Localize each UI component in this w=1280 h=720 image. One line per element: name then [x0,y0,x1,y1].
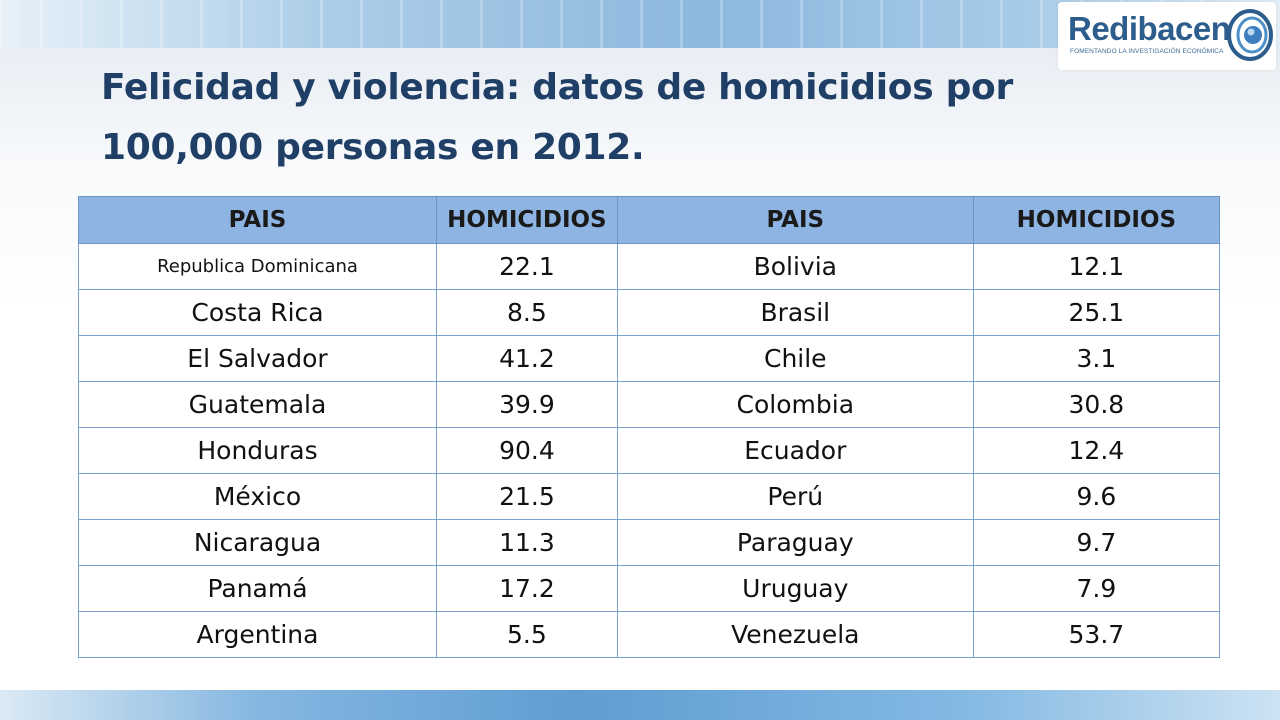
country-cell: Ecuador [616,427,974,474]
header-pais: PAIS [616,196,974,244]
table-row: Panamá 17.2 Uruguay 7.9 [78,565,1221,612]
homicides-cell: 9.7 [972,519,1221,566]
page-title: Felicidad y violencia: datos de homicidi… [101,67,1013,168]
homicides-cell: 12.1 [972,243,1221,290]
header-pais: PAIS [78,196,437,244]
homicides-cell: 3.1 [972,335,1221,382]
homicides-cell: 53.7 [972,611,1221,658]
country-cell: Chile [616,335,974,382]
table-row: Republica Dominicana 22.1 Bolivia 12.1 [78,243,1221,290]
table-row: El Salvador 41.2 Chile 3.1 [78,335,1221,382]
country-cell: Venezuela [616,611,974,658]
table-header-row: PAIS HOMICIDIOS PAIS HOMICIDIOS [78,196,1221,244]
homicides-cell: 90.4 [436,427,618,474]
homicides-cell: 22.1 [436,243,618,290]
country-cell: México [78,473,437,520]
country-cell: Colombia [616,381,974,428]
country-cell: Uruguay [616,565,974,612]
homicides-cell: 8.5 [436,289,618,336]
country-cell: Costa Rica [78,289,437,336]
redibacen-logo: Redibacen FOMENTANDO LA INVESTIGACIÓN EC… [1058,2,1276,70]
country-cell: Argentina [78,611,437,658]
homicides-cell: 11.3 [436,519,618,566]
country-cell: Brasil [616,289,974,336]
table-row: Nicaragua 11.3 Paraguay 9.7 [78,519,1221,566]
homicides-cell: 5.5 [436,611,618,658]
country-cell: Paraguay [616,519,974,566]
country-cell: Republica Dominicana [78,243,437,290]
homicides-cell: 39.9 [436,381,618,428]
homicides-cell: 7.9 [972,565,1221,612]
country-cell: Panamá [78,565,437,612]
homicides-cell: 12.4 [972,427,1221,474]
homicides-cell: 41.2 [436,335,618,382]
table-row: Honduras 90.4 Ecuador 12.4 [78,427,1221,474]
country-cell: Honduras [78,427,437,474]
bottom-decorative-band [0,690,1280,720]
country-cell: Nicaragua [78,519,437,566]
homicides-cell: 25.1 [972,289,1221,336]
table-row: Costa Rica 8.5 Brasil 25.1 [78,289,1221,336]
globe-logo-icon [1227,9,1273,61]
homicides-cell: 30.8 [972,381,1221,428]
logo-name: Redibacen [1068,10,1231,47]
homicides-table: PAIS HOMICIDIOS PAIS HOMICIDIOS Republic… [78,196,1221,658]
homicides-cell: 17.2 [436,565,618,612]
country-cell: Perú [616,473,974,520]
homicides-cell: 9.6 [972,473,1221,520]
homicides-cell: 21.5 [436,473,618,520]
country-cell: Guatemala [78,381,437,428]
table-row: Guatemala 39.9 Colombia 30.8 [78,381,1221,428]
header-homicidios: HOMICIDIOS [972,196,1221,244]
country-cell: El Salvador [78,335,437,382]
table-row: Argentina 5.5 Venezuela 53.7 [78,611,1221,658]
header-homicidios: HOMICIDIOS [436,196,618,244]
country-cell: Bolivia [616,243,974,290]
table-row: México 21.5 Perú 9.6 [78,473,1221,520]
logo-tagline: FOMENTANDO LA INVESTIGACIÓN ECONÓMICA [1070,48,1224,55]
